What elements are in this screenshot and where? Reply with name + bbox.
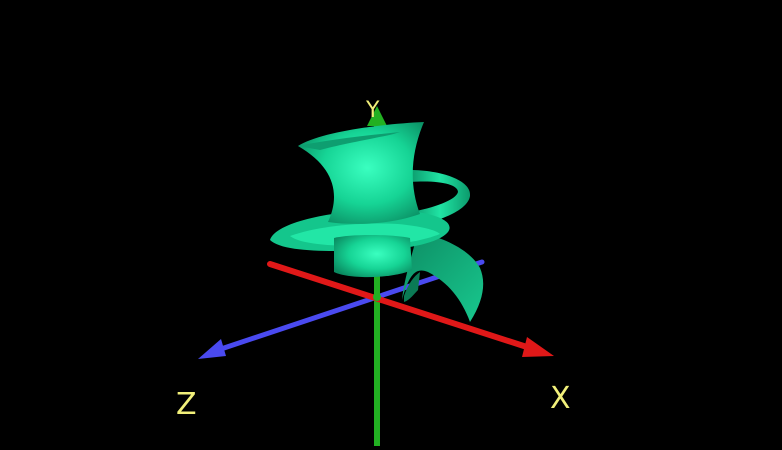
surface-tail-ribbon: [402, 232, 484, 322]
surface-top-rim: [298, 132, 400, 150]
origin-point: [373, 293, 381, 301]
surface-lower-cylinder: [334, 235, 412, 278]
surface-tail-fold: [404, 272, 420, 302]
x-axis-label: X: [550, 381, 571, 416]
x-axis: [267, 261, 554, 357]
y-axis-arrowhead: [367, 106, 387, 126]
surface-upper-band: [410, 170, 471, 226]
z-axis-arrowhead: [198, 339, 226, 359]
y-axis-label: Y: [366, 98, 380, 123]
z-axis-label: Z: [176, 387, 197, 422]
x-axis-arrowhead: [522, 337, 554, 357]
helical-surface: [270, 122, 484, 322]
